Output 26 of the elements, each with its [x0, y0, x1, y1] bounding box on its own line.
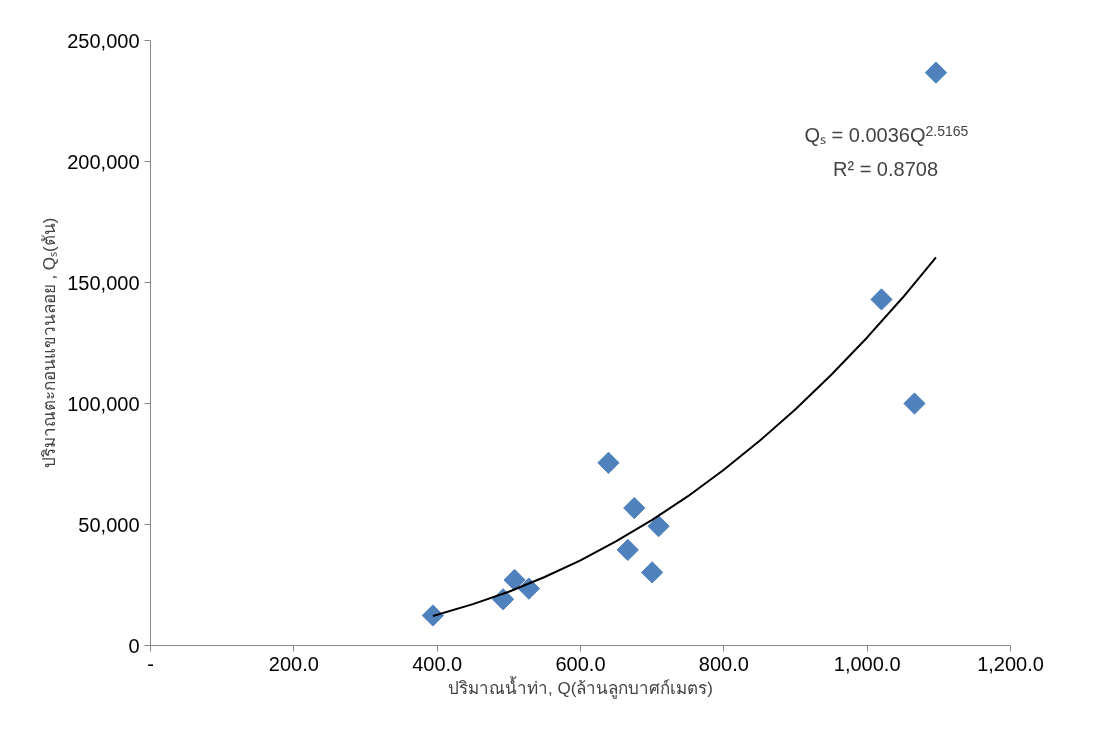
y-tick-label: 50,000 [78, 513, 140, 536]
x-tick-label: 400.0 [412, 652, 463, 675]
y-tick-label: 200,000 [67, 150, 140, 173]
y-tick-label: 250,000 [67, 29, 140, 52]
y-tick-label: 150,000 [67, 271, 140, 294]
x-tick-label: 200.0 [268, 652, 319, 675]
point [623, 496, 646, 520]
point [903, 392, 926, 415]
y-tick-label: 100,000 [67, 392, 140, 415]
point [924, 61, 948, 84]
point [597, 451, 620, 474]
x-tick-label: - [147, 652, 154, 675]
point [647, 515, 670, 538]
point [870, 288, 893, 311]
point [503, 568, 526, 592]
point [421, 604, 444, 627]
x-tick-label: 1,200.0 [977, 652, 1044, 675]
point [641, 561, 664, 584]
x-tick-label: 1,000.0 [833, 652, 901, 675]
y-axis-title: ปริมาณตะกอนแขวนลอย , Qₛ(ตัน) [40, 217, 60, 469]
annotation: R² = 0.8708 [832, 157, 939, 180]
x-tick-label: 800.0 [698, 652, 749, 675]
x-axis-title: ปริมาณน้ำท่า, Q(ล้านลูกบาศก์เมตร) [448, 675, 713, 699]
y-tick-label: 0 [128, 634, 140, 657]
point [616, 538, 639, 562]
x-tick-label: 600.0 [555, 652, 606, 675]
